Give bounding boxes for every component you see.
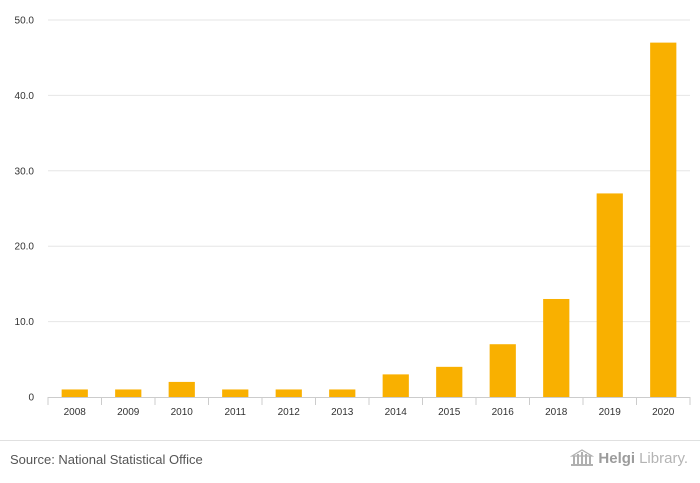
x-tick-label: 2010 xyxy=(171,407,194,418)
x-tick-label: 2018 xyxy=(545,407,568,418)
chart-footer: Source: National Statistical Office Helg… xyxy=(0,440,700,483)
logo-text-bold: Helgi xyxy=(598,449,636,467)
bar xyxy=(596,193,623,397)
source-note: Source: National Statistical Office xyxy=(10,452,203,467)
x-tick-label: 2011 xyxy=(224,407,246,418)
grid-lines xyxy=(48,19,690,323)
bar xyxy=(489,344,516,397)
bar xyxy=(168,381,195,397)
x-tick-label: 2014 xyxy=(385,407,408,418)
x-tick-label: 2016 xyxy=(492,407,515,418)
bar-chart: 010.020.030.040.050.0 2008 2009 2010 2011 20… xyxy=(15,16,691,418)
y-tick-label: 40.0 xyxy=(15,91,35,102)
logo-text-light: Library. xyxy=(639,449,688,467)
helgi-library-logo: Helgi Library. xyxy=(570,449,688,467)
x-tick-label: 2012 xyxy=(278,407,301,418)
bar xyxy=(222,389,249,397)
x-axis: 2008 2009 2010 2011 2012 2013 2014 2015 2016 2018… xyxy=(47,397,691,418)
bar xyxy=(275,389,302,397)
y-tick-label: 10.0 xyxy=(15,317,35,328)
y-tick-label: 50.0 xyxy=(15,16,35,27)
bar xyxy=(61,389,88,397)
x-tick-label: 2019 xyxy=(599,407,622,418)
bar-series xyxy=(61,42,677,398)
x-tick-label: 2013 xyxy=(331,407,354,418)
bar xyxy=(382,374,409,397)
x-tick-label: 2020 xyxy=(652,407,675,418)
bar xyxy=(436,366,463,397)
y-tick-label: 0 xyxy=(28,393,34,404)
bar xyxy=(543,298,570,397)
y-axis: 0 10.0 20.0 30.0 40.0 50.0 xyxy=(15,16,35,404)
bar xyxy=(329,389,356,397)
x-tick-label: 2008 xyxy=(64,407,87,418)
library-building-icon xyxy=(570,449,595,466)
bar xyxy=(650,42,677,398)
x-tick-label: 2015 xyxy=(438,407,461,418)
y-tick-label: 30.0 xyxy=(15,166,35,177)
y-tick-label: 20.0 xyxy=(15,242,35,253)
x-tick-label: 2009 xyxy=(117,407,140,418)
bar xyxy=(115,389,142,397)
